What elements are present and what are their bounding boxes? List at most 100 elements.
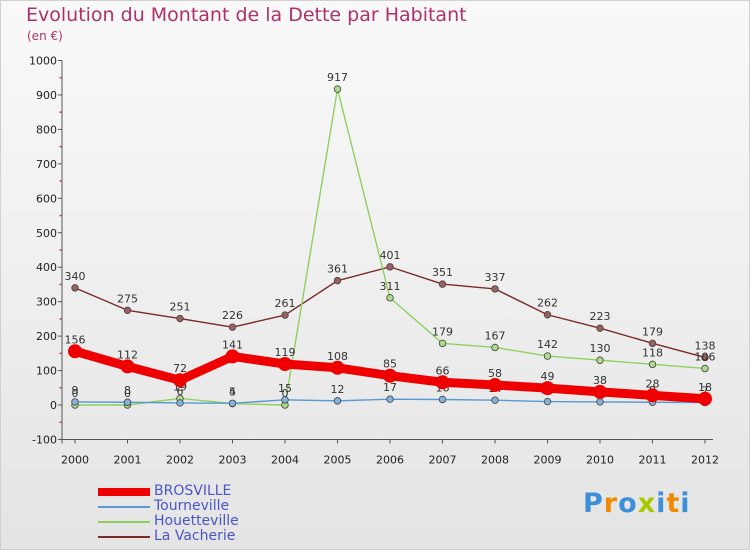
y-tick-label: 200 [36,330,57,343]
logo-letter: o [618,488,638,519]
legend-label: Tourneville [154,498,230,514]
data-label: 275 [117,292,138,305]
data-label: 0 [282,387,289,400]
data-label: 142 [537,338,558,351]
y-tick-label: 500 [36,227,57,240]
data-label: 66 [436,364,450,377]
data-label: 112 [117,348,138,361]
x-tick-label: 2004 [271,453,299,466]
legend-swatch [98,536,150,538]
data-label: 15 [278,382,292,395]
legend-swatch [98,488,150,496]
y-tick-label: 900 [36,89,57,102]
data-point [645,388,660,403]
x-tick-label: 2010 [586,453,614,466]
data-label: 401 [380,249,401,262]
data-point [71,398,79,406]
data-point [120,359,135,374]
legend-swatch [98,506,150,508]
data-point [225,349,240,364]
data-point [386,395,394,403]
data-label: 18 [698,381,712,394]
data-point [68,344,82,359]
legend-label: Houetteville [154,513,239,529]
data-label: 0 [72,387,79,400]
data-point [281,396,289,404]
data-point [333,276,342,285]
data-label: 251 [170,301,191,314]
data-point [543,311,552,319]
legend-label: BROSVILLE [154,483,232,499]
data-point [491,396,499,404]
logo-letter: P [583,488,604,519]
data-point [123,398,132,406]
y-tick-label: 400 [36,261,57,274]
y-tick-label: 600 [36,192,57,205]
x-tick-label: 2001 [114,453,142,466]
x-tick-label: 2012 [691,453,719,466]
data-label: 226 [222,309,243,322]
x-tick-label: 2003 [219,453,247,466]
data-label: 72 [173,362,187,375]
data-point [228,399,237,407]
data-label: 361 [327,263,348,276]
data-label: 351 [432,266,453,279]
x-tick-label: 2002 [166,453,194,466]
data-label: 156 [65,333,86,346]
data-point [438,395,447,404]
data-point [596,398,604,406]
data-label: 8 [124,384,131,397]
data-point [435,375,450,390]
logo-letter: x [637,488,657,519]
legend-label: La Vacherie [154,528,236,544]
data-label: 58 [488,367,502,380]
data-point [386,263,394,271]
y-tick-label: -100 [32,433,57,446]
data-label: 119 [275,346,296,359]
x-tick-label: 2008 [481,453,509,466]
data-point [701,353,709,362]
data-label: 262 [537,297,558,310]
data-label: 0 [124,387,131,400]
data-point [173,373,187,388]
data-label: 118 [642,346,663,359]
data-point [383,368,397,383]
data-label: 311 [380,280,401,293]
data-point [176,314,184,323]
data-label: 17 [383,381,397,394]
y-tick-label: 0 [50,399,57,412]
chart-title: Evolution du Montant de la Dette par Hab… [26,4,467,26]
x-tick-label: 2005 [324,453,352,466]
data-label: 7 [702,385,709,398]
data-point [488,378,502,393]
data-point [543,352,552,360]
y-tick-label: 100 [36,365,57,378]
data-label: 5 [229,385,236,398]
data-point [491,285,499,293]
y-tick-label: 700 [36,158,57,171]
data-point [228,323,237,331]
data-point [543,397,552,406]
data-label: 49 [541,370,555,383]
data-label: 108 [327,350,348,363]
logo-letter: r [603,488,619,519]
data-point [596,356,604,364]
data-label: 130 [590,342,611,355]
data-point [438,280,447,288]
data-point [698,391,712,406]
data-label: 12 [331,383,345,396]
data-point [438,339,447,348]
data-label: 141 [222,338,243,351]
data-point [596,324,604,332]
data-point [386,294,394,302]
data-point [176,399,184,407]
x-tick-label: 2011 [639,453,667,466]
data-point [648,339,657,348]
y-tick-label: 800 [36,123,57,136]
data-label: 6 [177,385,184,398]
data-point [333,85,342,93]
data-label: 4 [229,386,236,399]
data-point [701,364,709,373]
